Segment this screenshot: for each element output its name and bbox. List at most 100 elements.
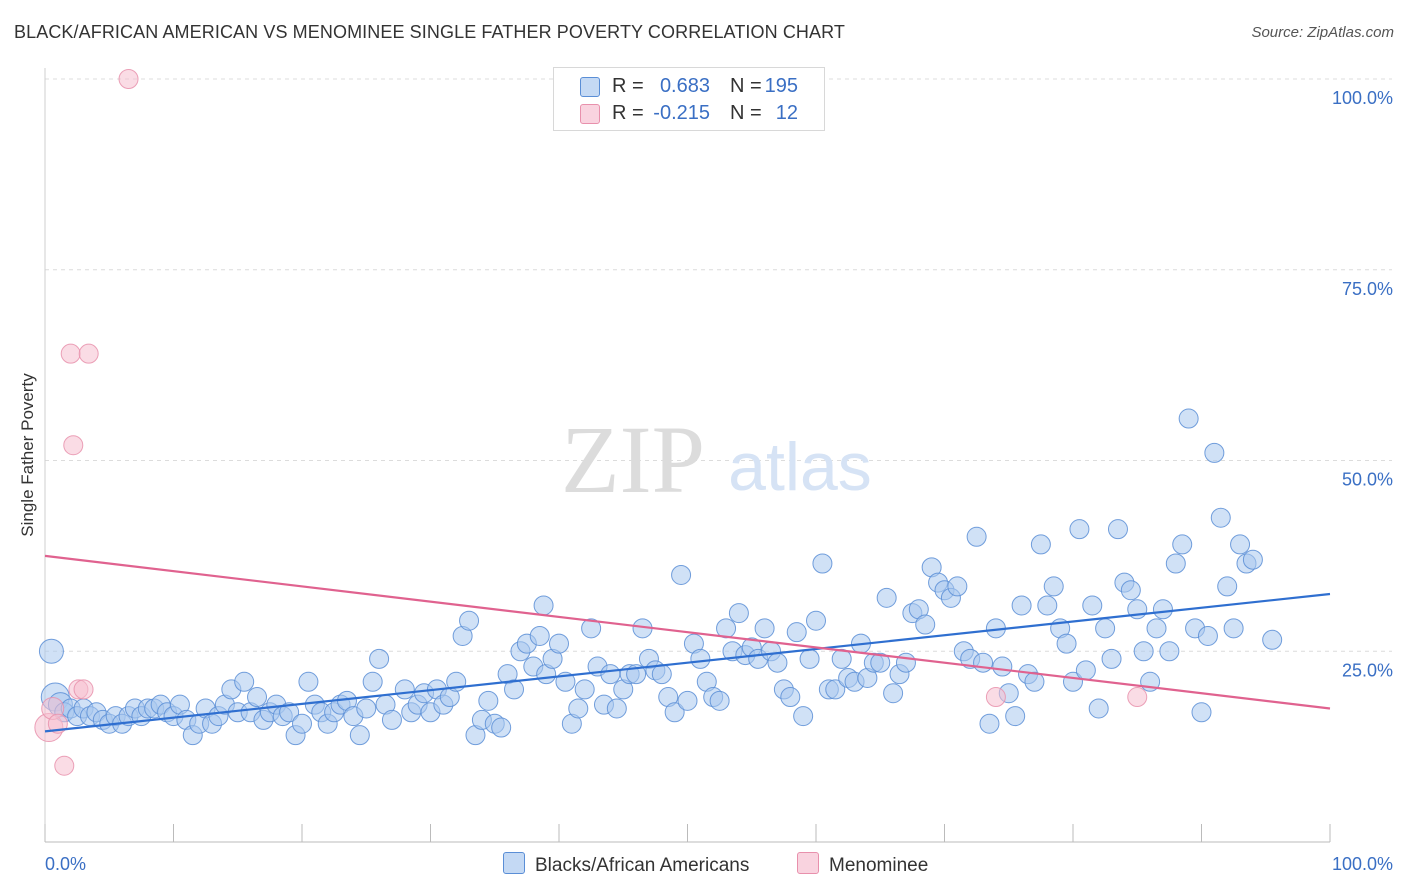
legend-item-menominee[interactable]: Menominee — [797, 852, 928, 877]
point-blacks — [292, 713, 312, 734]
point-blacks — [1217, 576, 1238, 597]
legend-item-blacks[interactable]: Blacks/African Americans — [503, 852, 749, 877]
point-blacks — [1197, 625, 1218, 646]
point-blacks — [533, 595, 554, 616]
point-blacks — [1262, 629, 1283, 650]
legend-n-value: 195 — [764, 75, 798, 97]
legend-swatch-blue — [580, 77, 600, 97]
point-blacks — [1120, 580, 1141, 601]
point-blacks — [1242, 549, 1263, 570]
point-menominee — [60, 343, 81, 364]
point-blacks — [1030, 534, 1051, 555]
chart-source: Source: ZipAtlas.com — [1251, 24, 1394, 41]
point-blacks — [786, 622, 807, 643]
point-blacks — [1101, 648, 1122, 669]
x-tick-label: 0.0% — [45, 854, 86, 874]
point-menominee — [118, 69, 139, 89]
point-blacks — [362, 671, 383, 692]
point-blacks — [876, 587, 897, 608]
watermark: ZIP atlas — [561, 406, 872, 513]
point-blacks — [728, 603, 749, 624]
point-blacks — [234, 671, 255, 692]
point-blacks — [247, 687, 268, 708]
y-tick-label: 75.0% — [1342, 279, 1393, 299]
point-blacks — [491, 717, 512, 738]
point-blacks — [671, 564, 692, 585]
point-blacks — [298, 671, 319, 692]
point-blacks — [870, 652, 891, 673]
point-blacks — [478, 690, 499, 711]
point-blacks — [1159, 641, 1180, 662]
point-blacks — [1043, 576, 1064, 597]
legend-n-value: 12 — [775, 102, 798, 124]
point-blacks — [606, 698, 627, 719]
point-blacks — [600, 664, 621, 685]
point-blacks — [356, 698, 377, 719]
point-menominee — [73, 679, 94, 700]
point-blacks — [651, 664, 672, 685]
point-blacks — [1069, 519, 1090, 540]
point-blacks — [504, 679, 525, 700]
point-blacks — [966, 526, 987, 547]
point-blacks — [992, 656, 1013, 677]
tick-label-layer: 25.0% 50.0% 75.0% 100.0% 0.0% 100.0% — [45, 88, 1393, 874]
point-blacks — [812, 553, 833, 574]
point-blacks — [1223, 618, 1244, 639]
trend-line-blacks — [44, 592, 1331, 733]
point-blacks — [1056, 633, 1077, 654]
point-blacks — [709, 690, 730, 711]
legend-r-label: R = — [612, 75, 644, 97]
point-menominee — [63, 435, 84, 456]
watermark-atlas: atlas — [728, 429, 872, 505]
point-menominee — [1127, 687, 1148, 708]
point-blacks — [895, 652, 916, 673]
point-blacks — [979, 713, 1000, 734]
point-blacks — [799, 648, 820, 669]
point-blacks — [549, 633, 569, 654]
point-blacks — [581, 618, 602, 639]
legend-row-menominee: R = -0.215 N = 12 — [554, 101, 824, 127]
legend-series: Blacks/African Americans Menominee — [0, 850, 1406, 878]
legend-r-value: 0.683 — [659, 75, 710, 97]
point-blacks — [1230, 534, 1251, 555]
y-axis-label: Single Father Poverty — [18, 373, 37, 537]
point-blacks — [915, 614, 936, 635]
point-blacks — [574, 679, 595, 700]
point-blacks — [1037, 595, 1058, 616]
legend-stats: R = 0.683 N = 195 R = -0.215 N = 12 — [553, 67, 825, 131]
point-blacks — [1107, 519, 1128, 540]
point-blacks — [1210, 507, 1231, 528]
legend-r-value: -0.215 — [653, 102, 710, 124]
point-blacks — [664, 702, 685, 723]
point-blacks — [349, 725, 370, 746]
point-blacks — [1005, 706, 1026, 727]
point-blacks — [1146, 618, 1167, 639]
y-tick-label: 100.0% — [1332, 88, 1393, 108]
point-menominee — [78, 343, 99, 364]
point-blacks — [1178, 408, 1199, 429]
legend-swatch-pink — [580, 104, 600, 124]
point-blacks — [1011, 595, 1032, 616]
trend-line-menominee — [44, 554, 1331, 710]
point-blacks — [754, 618, 775, 639]
point-blacks — [973, 652, 994, 673]
point-blacks — [459, 610, 480, 631]
legend-n-label: N = — [730, 75, 762, 97]
x-tick-label: 100.0% — [1332, 854, 1393, 874]
legend-r-label: R = — [612, 102, 644, 124]
y-tick-label: 50.0% — [1342, 470, 1393, 490]
grid-layer — [45, 78, 1392, 652]
point-blacks — [381, 709, 402, 730]
legend-swatch-blue — [503, 852, 525, 874]
point-blacks — [690, 648, 711, 669]
point-blacks — [1075, 660, 1096, 681]
legend-swatch-pink — [797, 852, 819, 874]
point-blacks — [1191, 702, 1212, 723]
point-blacks — [947, 576, 968, 597]
legend-label-blacks: Blacks/African Americans — [535, 855, 750, 876]
legend-n-label: N = — [730, 102, 762, 124]
point-blacks — [1172, 534, 1193, 555]
point-blacks — [38, 638, 64, 664]
point-blacks — [279, 702, 300, 723]
